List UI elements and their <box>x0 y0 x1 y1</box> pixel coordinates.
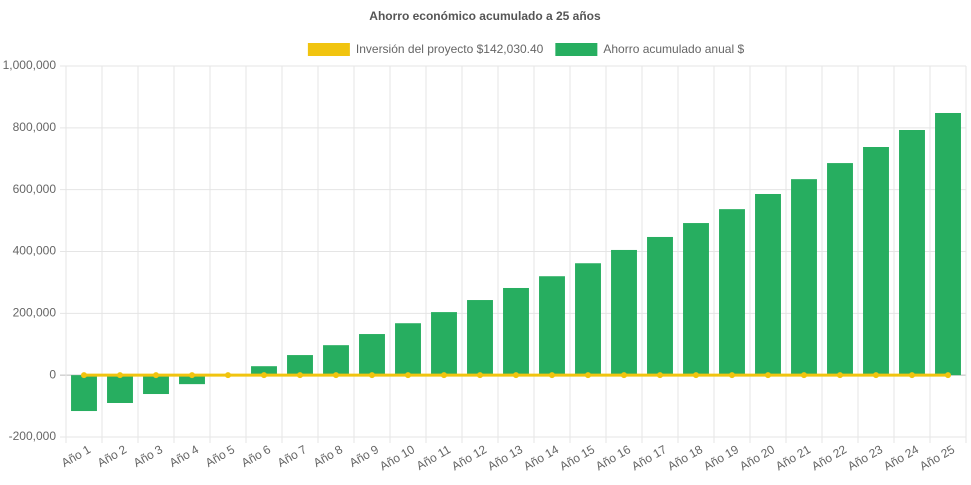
y-tick-label: 400,000 <box>13 244 57 258</box>
line-point <box>621 372 627 379</box>
y-tick-label: -200,000 <box>9 429 57 443</box>
bar <box>251 366 277 376</box>
line-point <box>657 372 663 379</box>
y-tick-label: 1,000,000 <box>3 58 57 72</box>
line-point <box>765 372 771 379</box>
line-point <box>729 372 735 379</box>
bar <box>863 147 889 376</box>
bar <box>287 355 313 376</box>
x-tick-label: Año 11 <box>414 442 453 473</box>
bar <box>647 236 673 376</box>
bar <box>827 163 853 376</box>
line-point <box>873 372 879 379</box>
x-tick-label: Año 12 <box>449 442 489 473</box>
y-tick-label: 200,000 <box>13 306 57 320</box>
x-tick-label: Año 19 <box>701 442 741 473</box>
line-point <box>225 372 231 379</box>
line-point <box>513 372 519 379</box>
bar <box>359 334 385 376</box>
x-tick-label: Año 1 <box>59 442 93 470</box>
legend: Inversión del proyecto $142,030.40 Ahorro… <box>307 42 744 56</box>
y-tick-label: 600,000 <box>13 182 57 196</box>
line-point <box>477 372 483 379</box>
x-tick-label: Año 25 <box>917 442 957 473</box>
line-point <box>441 372 447 379</box>
line-point <box>189 372 195 379</box>
line-point <box>153 372 159 379</box>
bar <box>143 375 169 395</box>
line-point <box>261 372 267 379</box>
bar <box>683 223 709 376</box>
x-tick-label: Año 14 <box>521 442 561 473</box>
x-tick-label: Año 16 <box>593 442 633 473</box>
line-point <box>585 372 591 379</box>
line-point <box>405 372 411 379</box>
bar <box>611 249 637 376</box>
x-tick-label: Año 10 <box>377 442 417 473</box>
line-point <box>297 372 303 379</box>
x-tick-label: Año 24 <box>881 442 921 473</box>
line-point <box>333 372 339 379</box>
x-tick-label: Año 2 <box>95 442 129 470</box>
x-tick-label: Año 5 <box>203 442 237 470</box>
bar <box>575 263 601 376</box>
x-tick-label: Año 21 <box>773 442 813 473</box>
x-tick-label: Año 13 <box>485 442 525 473</box>
bar <box>431 312 457 376</box>
legend-swatch <box>307 43 350 56</box>
legend-label: Ahorro acumulado anual $ <box>603 42 744 56</box>
x-tick-label: Año 9 <box>347 442 381 470</box>
bar <box>899 129 925 376</box>
bar <box>107 375 133 403</box>
x-tick-label: Año 20 <box>737 442 777 473</box>
legend-label: Inversión del proyecto $142,030.40 <box>356 42 544 56</box>
chart-title: Ahorro económico acumulado a 25 años <box>369 9 601 23</box>
line-point <box>369 372 375 379</box>
bar <box>755 193 781 376</box>
legend-swatch <box>555 43 598 56</box>
line-point <box>81 372 87 379</box>
x-tick-label: Año 3 <box>131 442 165 470</box>
line-point <box>837 372 843 379</box>
x-tick-label: Año 23 <box>845 442 885 473</box>
bar <box>719 209 745 376</box>
bar <box>323 345 349 376</box>
line-point <box>945 372 951 379</box>
line-point <box>909 372 915 379</box>
bar <box>791 179 817 376</box>
bar <box>179 375 205 385</box>
bar <box>503 287 529 376</box>
bar <box>467 300 493 376</box>
x-tick-label: Año 4 <box>167 442 201 470</box>
bar <box>935 112 961 376</box>
y-tick-label: 0 <box>49 367 56 381</box>
bar <box>395 323 421 376</box>
x-tick-label: Año 7 <box>275 442 309 470</box>
y-tick-label: 800,000 <box>13 120 57 134</box>
line-point <box>693 372 699 379</box>
x-tick-label: Año 17 <box>629 442 669 473</box>
line-point <box>549 372 555 379</box>
x-tick-label: Año 15 <box>557 442 597 473</box>
x-tick-label: Año 6 <box>239 442 273 470</box>
line-point <box>117 372 123 379</box>
line-point <box>801 372 807 379</box>
x-tick-label: Año 18 <box>665 442 705 473</box>
x-tick-label: Año 22 <box>809 442 849 473</box>
x-tick-label: Año 8 <box>311 442 345 470</box>
bar <box>539 276 565 376</box>
bar <box>71 375 97 412</box>
